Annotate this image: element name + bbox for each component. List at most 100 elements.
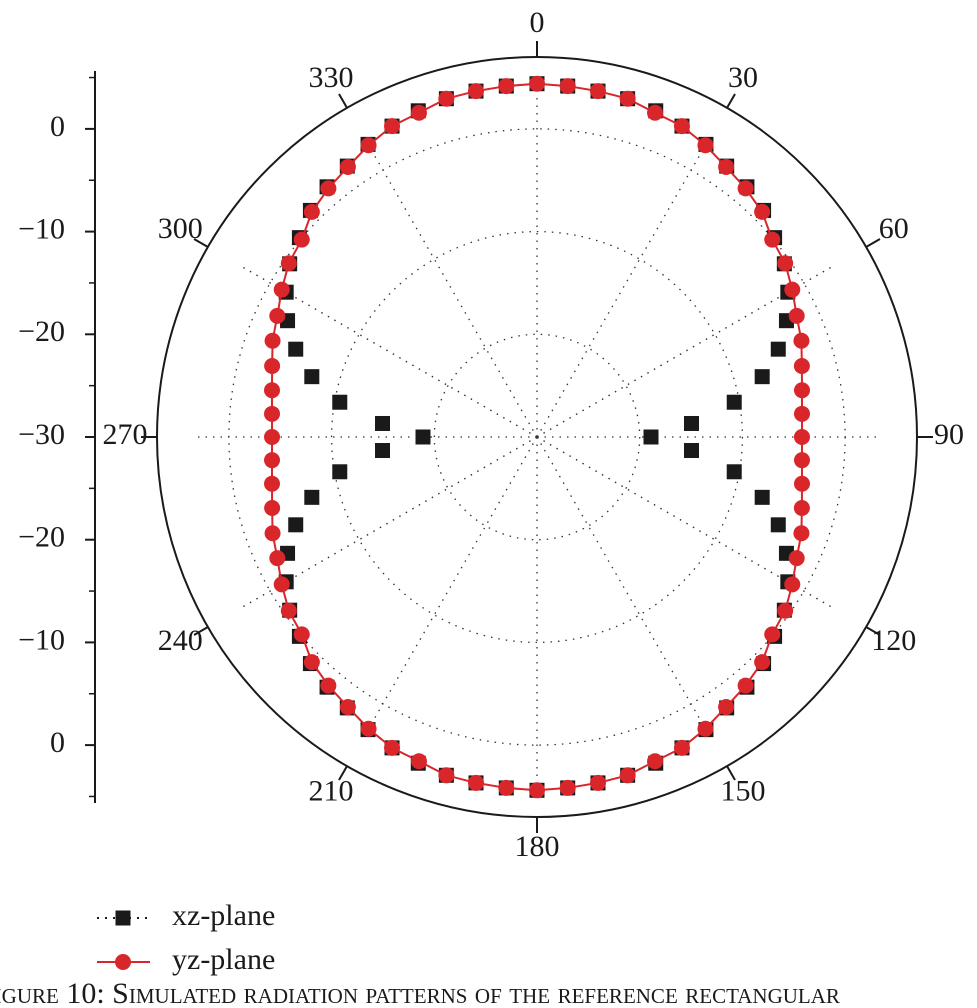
data-point: [770, 517, 786, 533]
data-point: [304, 369, 320, 385]
data-point: [764, 231, 781, 248]
data-point: [793, 405, 810, 422]
data-point: [777, 602, 794, 619]
data-point: [683, 443, 699, 459]
theta-tick-label: 270: [103, 418, 148, 451]
data-point: [293, 231, 310, 248]
r-tick-label: −20: [18, 315, 65, 348]
data-point: [788, 550, 805, 567]
data-point: [718, 699, 735, 716]
data-point: [793, 452, 810, 469]
legend-label: xz-plane: [172, 899, 275, 932]
data-point: [384, 739, 401, 756]
data-point: [468, 774, 485, 791]
data-point: [498, 78, 515, 95]
data-point: [360, 137, 377, 154]
theta-tick-label: 300: [158, 212, 203, 245]
data-point: [673, 739, 690, 756]
data-point: [529, 75, 545, 92]
data-point: [410, 104, 427, 121]
data-point: [384, 118, 401, 135]
data-point: [438, 90, 455, 107]
theta-tick: [338, 765, 348, 781]
theta-tick: [193, 238, 209, 248]
data-point: [320, 677, 337, 694]
data-point: [273, 576, 290, 593]
theta-tick-label: 210: [309, 775, 354, 808]
data-point: [375, 415, 391, 431]
theta-tick-label: 0: [530, 6, 545, 39]
theta-tick: [338, 93, 348, 109]
data-point: [332, 394, 348, 410]
data-point: [683, 415, 699, 431]
data-point: [468, 83, 485, 100]
data-point: [320, 180, 337, 197]
data-point: [726, 394, 742, 410]
theta-tick-label: 90: [934, 418, 964, 451]
data-point: [264, 358, 281, 375]
data-point: [264, 452, 281, 469]
data-point: [647, 753, 664, 770]
data-point: [718, 158, 735, 175]
data-point: [737, 677, 754, 694]
data-point: [777, 255, 794, 272]
grid-circle: [433, 333, 641, 541]
data-point: [410, 753, 427, 770]
theta-tick-label: 330: [309, 61, 354, 94]
data-point: [360, 720, 377, 737]
grid-spoke: [536, 142, 708, 438]
data-point: [726, 464, 742, 480]
data-point: [264, 332, 281, 349]
data-point: [273, 281, 290, 298]
data-point: [264, 499, 281, 516]
r-tick-label: −10: [18, 623, 65, 656]
data-point: [619, 90, 636, 107]
data-point: [375, 443, 391, 459]
data-point: [697, 137, 714, 154]
theta-tick-label: 150: [721, 775, 766, 808]
data-point: [293, 626, 310, 643]
theta-tick-label: 240: [158, 624, 203, 657]
theta-tick-label: 180: [515, 830, 560, 863]
data-point: [264, 405, 281, 422]
theta-tick-label: 60: [879, 212, 909, 245]
data-point: [793, 499, 810, 516]
data-point: [559, 78, 576, 95]
data-point: [673, 118, 690, 135]
r-tick-label: 0: [50, 110, 65, 143]
legend-label: yz-plane: [172, 943, 275, 976]
data-point: [280, 602, 297, 619]
theta-tick-label: 120: [871, 624, 916, 657]
r-tick-label: 0: [50, 726, 65, 759]
data-point: [303, 203, 320, 220]
data-point: [332, 464, 348, 480]
data-point: [793, 332, 810, 349]
theta-tick: [865, 238, 881, 248]
data-point: [339, 699, 356, 716]
data-point: [784, 281, 801, 298]
data-point: [643, 429, 659, 445]
data-point: [269, 550, 286, 567]
data-point: [264, 382, 281, 399]
data-point: [754, 489, 770, 505]
r-tick-label: −30: [18, 418, 65, 451]
data-point: [737, 180, 754, 197]
data-point: [288, 341, 304, 357]
theta-tick: [193, 626, 209, 636]
grid-circle: [330, 230, 744, 644]
data-point: [697, 720, 714, 737]
data-point: [589, 774, 606, 791]
data-point: [529, 782, 545, 799]
legend-marker: [115, 954, 131, 970]
data-point: [647, 104, 664, 121]
legend-marker: [115, 910, 131, 926]
data-point: [269, 307, 286, 324]
data-point: [589, 83, 606, 100]
data-point: [415, 429, 431, 445]
data-point: [280, 255, 297, 272]
data-point: [793, 358, 810, 375]
data-point: [559, 779, 576, 796]
data-point: [288, 517, 304, 533]
